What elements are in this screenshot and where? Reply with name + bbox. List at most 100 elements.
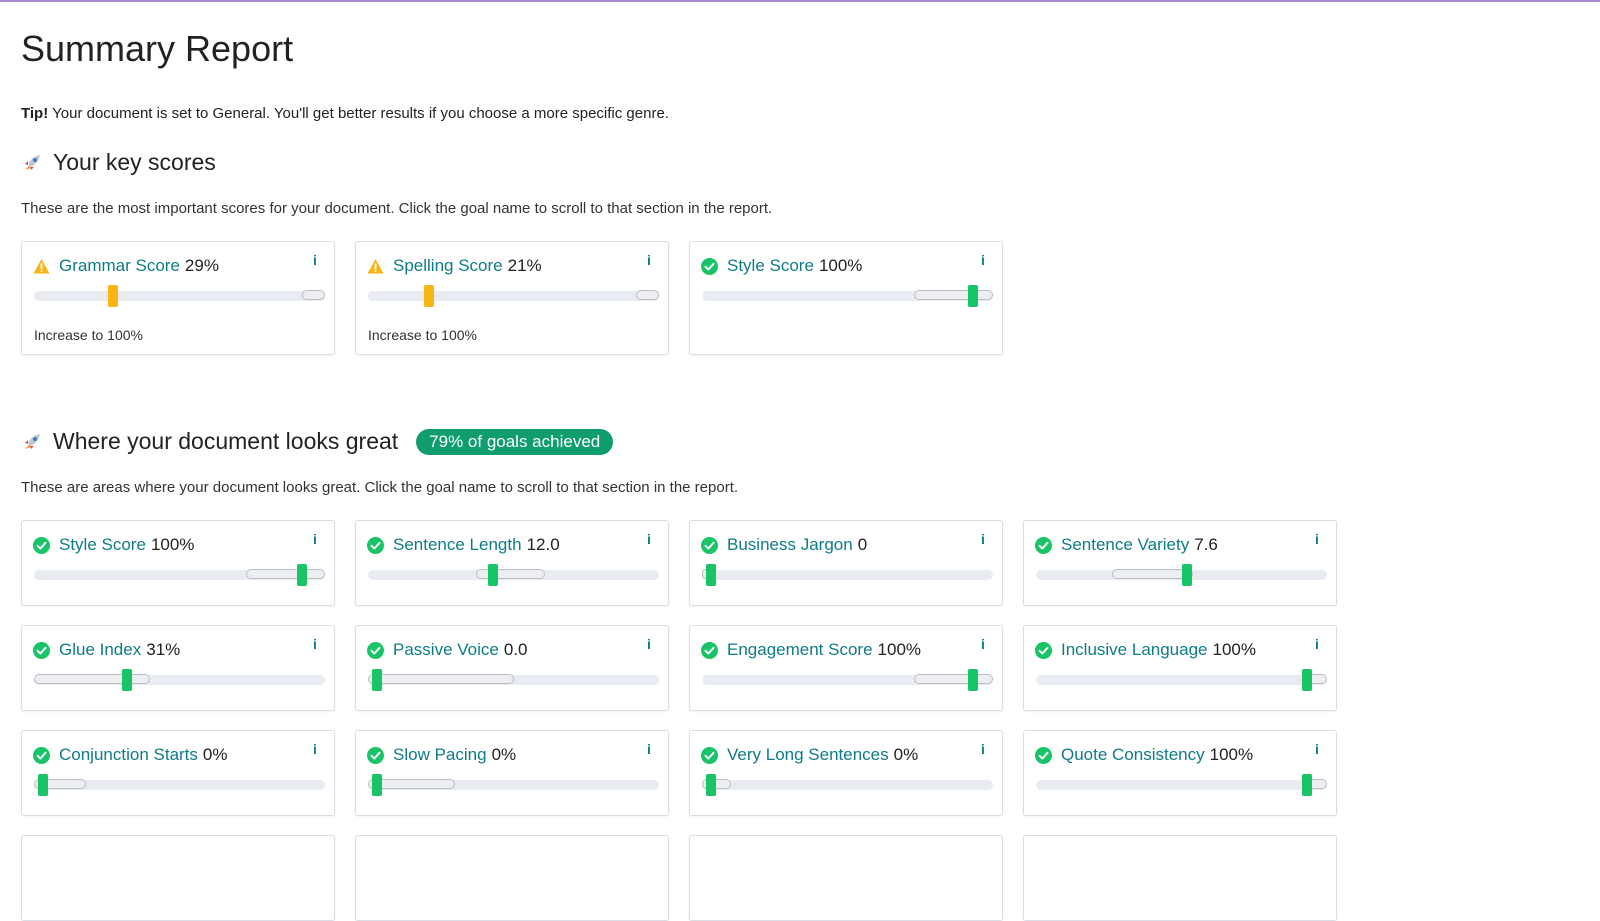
score-slider [34,564,325,586]
slider-target-range [246,569,325,579]
goal-link[interactable]: Grammar Score [59,256,180,275]
check-circle-icon [367,641,384,659]
goal-value: 0% [893,745,919,764]
slider-thumb [371,669,382,691]
goal-card [689,835,1003,921]
slider-target-range [34,779,87,789]
goal-link[interactable]: Conjunction Starts [59,745,198,764]
page-title: Summary Report [21,28,294,69]
goal-card: Passive Voice 0.0 i [355,625,669,711]
score-slider [34,285,325,307]
goal-card-title: Conjunction Starts 0% [33,745,227,765]
slider-track [1036,675,1327,685]
goal-card-title: Sentence Length 12.0 [367,535,560,555]
slider-target-range [635,290,659,300]
info-icon[interactable]: i [647,252,651,268]
score-slider [1036,564,1327,586]
goal-card-title: Very Long Sentences 0% [701,745,918,765]
goal-link[interactable]: Very Long Sentences [727,745,889,764]
goal-card-title: Sentence Variety 7.6 [1035,535,1218,555]
goal-value: 0 [857,535,868,554]
slider-track [702,570,993,580]
key-scores-title: Your key scores [53,149,216,175]
great-heading: Where your document looks great 79% of g… [21,428,614,455]
goal-link[interactable]: Engagement Score [727,640,873,659]
warning-triangle-icon [367,258,384,275]
goal-card [355,835,669,921]
slider-track [702,291,993,301]
check-circle-icon [1035,746,1052,764]
goal-value: 0.0 [503,640,528,659]
goal-link[interactable]: Style Score [59,535,146,554]
info-icon[interactable]: i [313,531,317,547]
slider-thumb [371,774,382,796]
info-icon[interactable]: i [981,741,985,757]
great-description: These are areas where your document look… [21,479,739,496]
goal-link[interactable]: Business Jargon [727,535,853,554]
info-icon[interactable]: i [1315,741,1319,757]
goal-value: 12.0 [526,535,560,554]
slider-track [1036,780,1327,790]
slider-track [702,675,993,685]
slider-target-range [368,779,456,789]
goal-card: Business Jargon 0 i [689,520,1003,606]
check-circle-icon [367,536,384,554]
goal-link[interactable]: Glue Index [59,640,142,659]
score-slider [1036,669,1327,691]
goal-card-title: Inclusive Language 100% [1035,640,1256,660]
info-icon[interactable]: i [981,636,985,652]
info-icon[interactable]: i [1315,531,1319,547]
tip-label: Tip! [21,105,49,122]
score-slider [368,285,659,307]
slider-thumb [705,564,716,586]
info-icon[interactable]: i [1315,636,1319,652]
info-icon[interactable]: i [313,741,317,757]
slider-target-range [34,674,151,684]
slider-thumb [705,774,716,796]
goal-link[interactable]: Slow Pacing [393,745,487,764]
goal-card: Slow Pacing 0% i [355,730,669,816]
info-icon[interactable]: i [313,636,317,652]
goal-card-title: Passive Voice 0.0 [367,640,527,660]
check-circle-icon [367,746,384,764]
score-slider [702,564,993,586]
goal-link[interactable]: Inclusive Language [1061,640,1208,659]
goal-link[interactable]: Passive Voice [393,640,499,659]
check-circle-icon [33,536,50,554]
goal-value: 100% [1212,640,1256,659]
goal-link[interactable]: Style Score [727,256,814,275]
goal-value: 21% [507,256,542,275]
goal-link[interactable]: Spelling Score [393,256,503,275]
check-circle-icon [701,536,718,554]
goal-card: Spelling Score 21% i Increase to 100% [355,241,669,355]
check-circle-icon [701,257,718,275]
info-icon[interactable]: i [981,531,985,547]
slider-thumb [488,564,499,586]
goal-card [1023,835,1337,921]
info-icon[interactable]: i [647,741,651,757]
info-icon[interactable]: i [313,252,317,268]
great-title: Where your document looks great [53,428,399,454]
key-scores-heading: Your key scores [21,149,216,176]
slider-thumb [424,285,435,307]
slider-target-range [301,290,325,300]
goal-link[interactable]: Sentence Variety [1061,535,1190,554]
slider-thumb [122,669,133,691]
info-icon[interactable]: i [647,636,651,652]
check-circle-icon [33,746,50,764]
info-icon[interactable]: i [647,531,651,547]
goal-card: Inclusive Language 100% i [1023,625,1337,711]
check-circle-icon [33,641,50,659]
goal-card: Grammar Score 29% i Increase to 100% [21,241,335,355]
score-slider [368,669,659,691]
goal-value: 100% [1209,745,1254,764]
slider-target-range [914,290,993,300]
goal-link[interactable]: Quote Consistency [1061,745,1205,764]
goal-link[interactable]: Sentence Length [393,535,522,554]
goal-value: 100% [877,640,922,659]
slider-thumb [1301,669,1312,691]
info-icon[interactable]: i [981,252,985,268]
goal-value: 100% [150,535,195,554]
goal-card-title: Grammar Score 29% [33,256,219,276]
check-circle-icon [1035,536,1052,554]
